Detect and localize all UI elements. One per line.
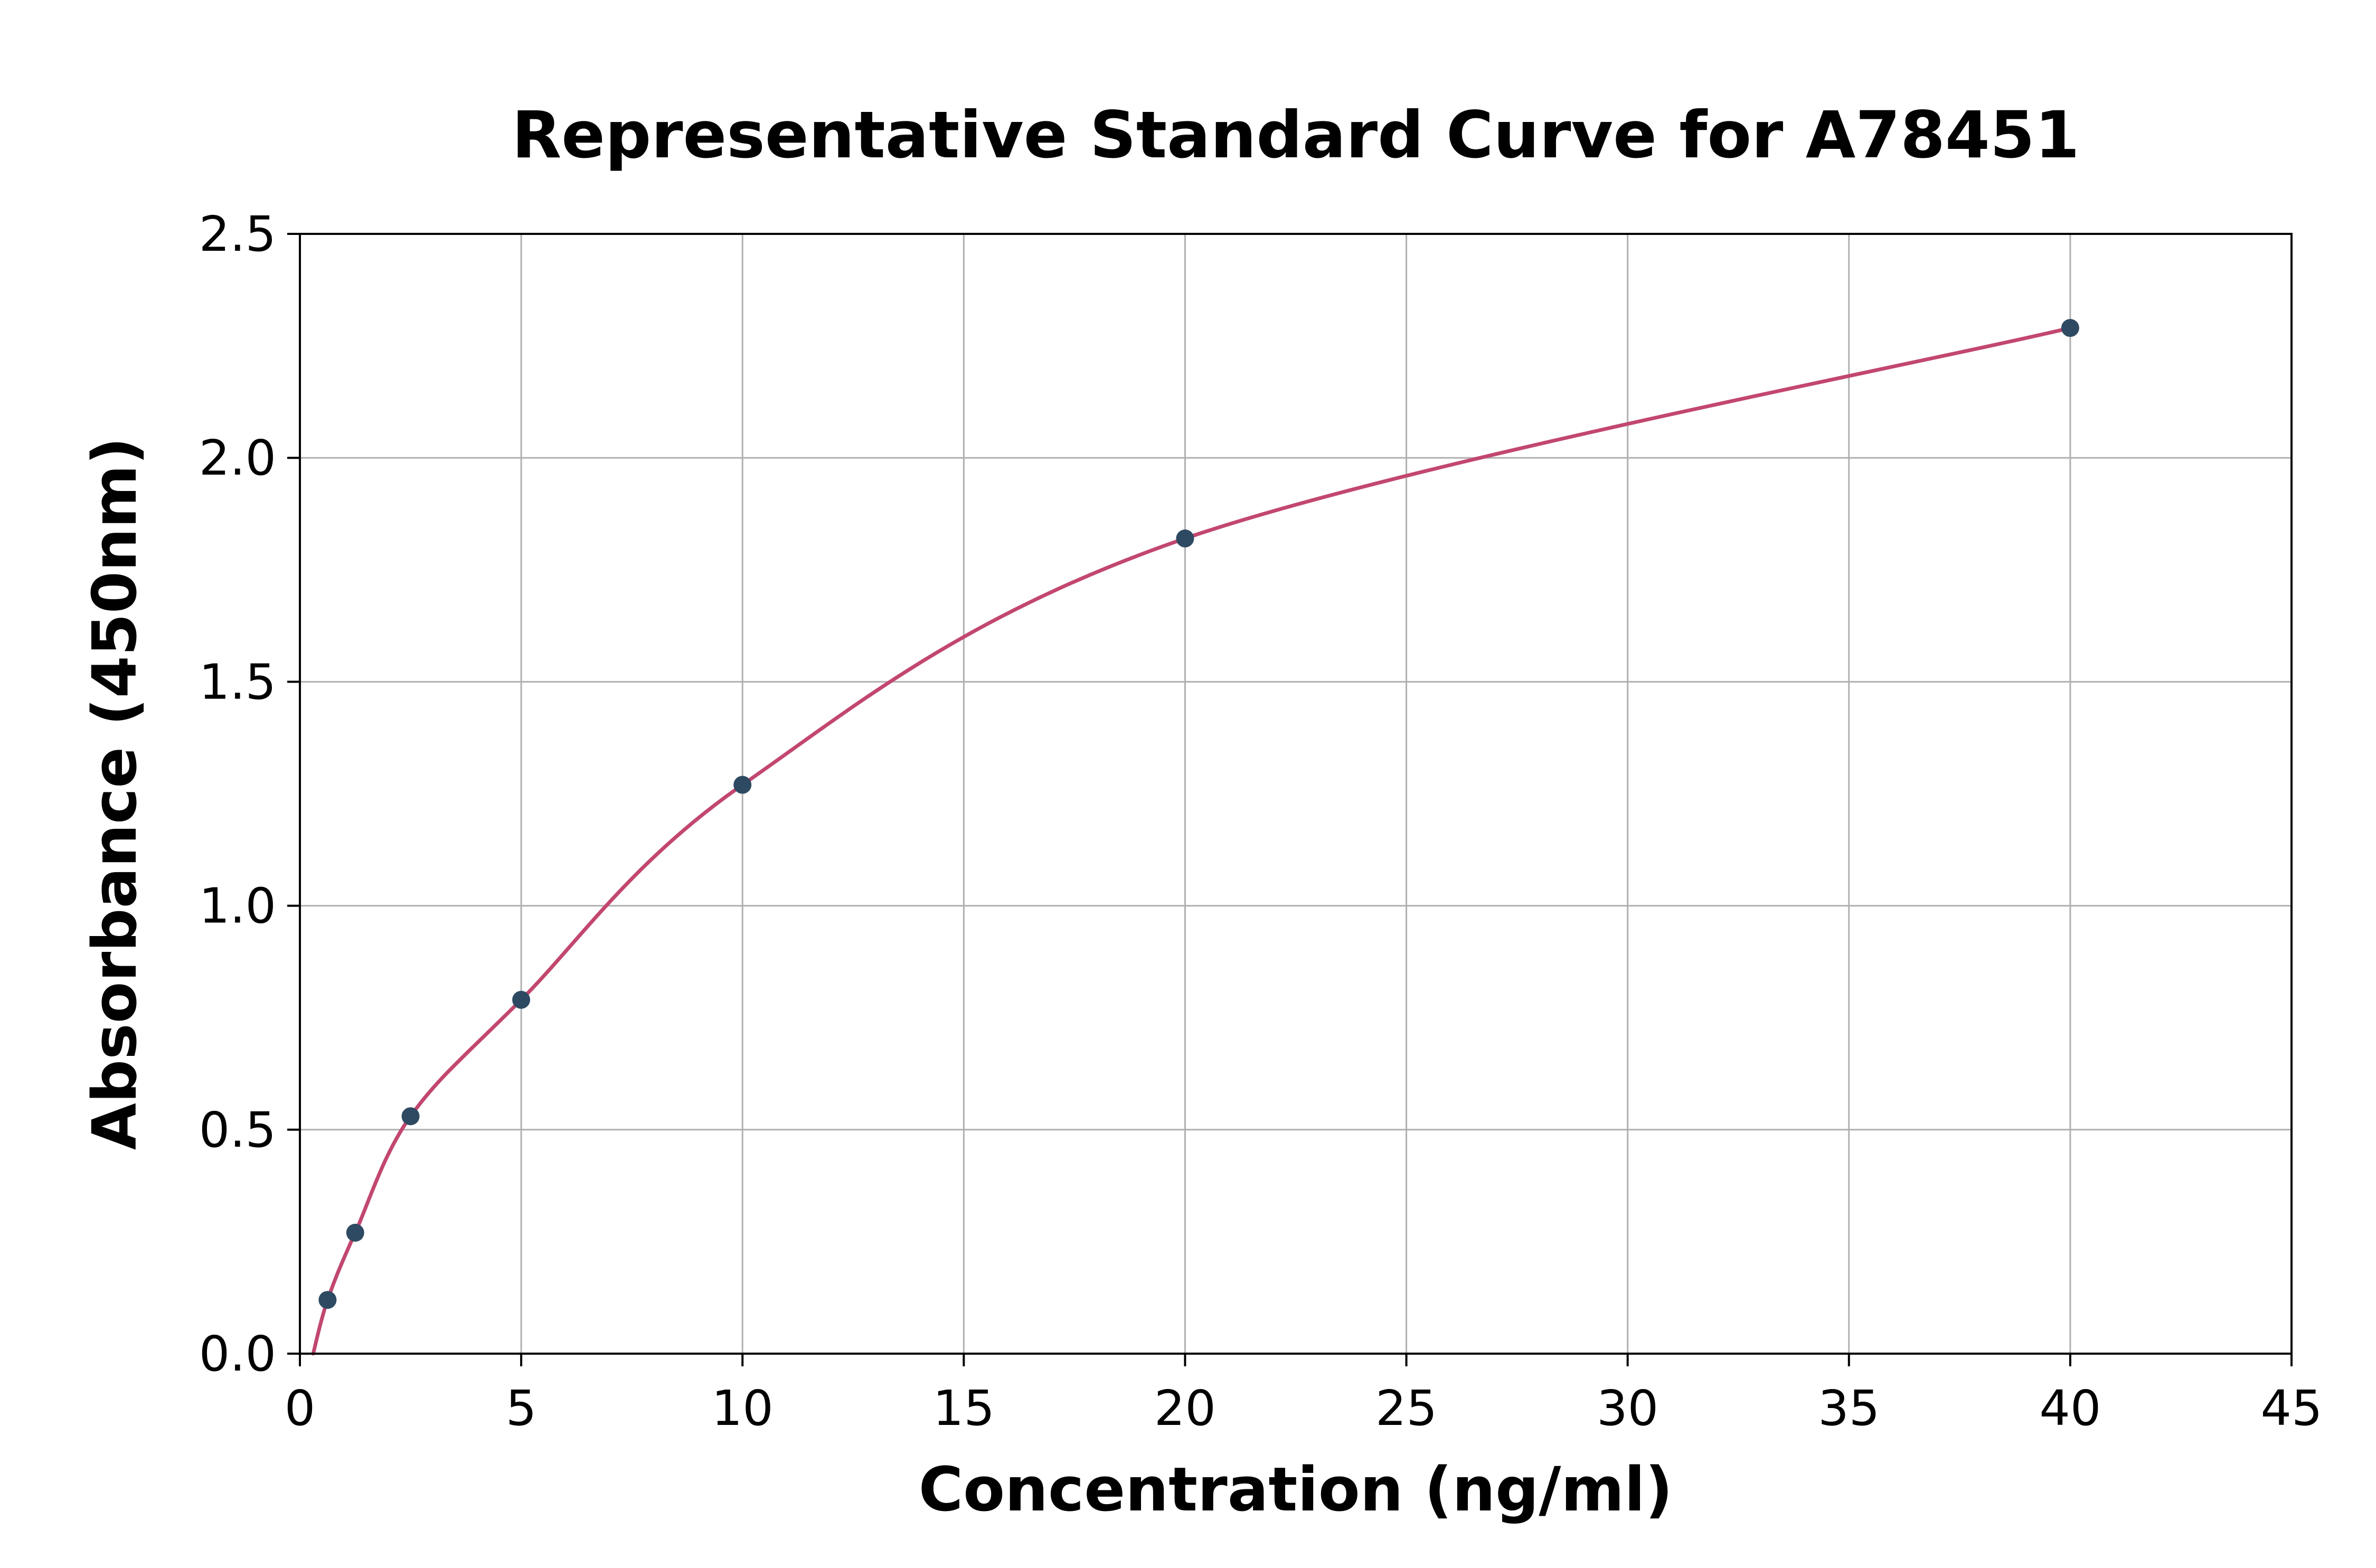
chart-title: Representative Standard Curve for A78451 [512, 98, 2080, 173]
x-tick-label: 10 [712, 1380, 774, 1437]
x-tick-label: 5 [506, 1380, 537, 1437]
y-axis-label: Absorbance (450nm) [80, 437, 150, 1150]
data-point [401, 1107, 420, 1126]
x-axis-label: Concentration (ng/ml) [918, 1454, 1673, 1525]
y-tick-label: 2.5 [199, 206, 276, 262]
y-tick-label: 1.5 [199, 654, 276, 710]
y-tick-label: 0.0 [199, 1326, 276, 1382]
x-tick-label: 35 [1818, 1380, 1880, 1437]
y-tick-label: 1.0 [199, 878, 276, 934]
data-point [1176, 529, 1194, 547]
y-tick-label: 2.0 [199, 430, 276, 486]
data-point [346, 1223, 364, 1242]
plot-border [299, 233, 2293, 1355]
x-tick-label: 45 [2260, 1380, 2322, 1437]
x-tick-label: 20 [1154, 1380, 1216, 1437]
x-tick-label: 40 [2039, 1380, 2101, 1437]
data-point [733, 776, 752, 794]
x-tick-label: 30 [1597, 1380, 1658, 1437]
data-point [2061, 319, 2079, 337]
data-point [318, 1291, 337, 1309]
data-point [512, 990, 531, 1009]
y-tick-label: 0.5 [199, 1102, 276, 1158]
x-tick-label: 15 [933, 1380, 995, 1437]
x-tick-label: 25 [1375, 1380, 1437, 1437]
x-tick-label: 0 [285, 1380, 316, 1437]
fitted-curve [311, 326, 2072, 1356]
